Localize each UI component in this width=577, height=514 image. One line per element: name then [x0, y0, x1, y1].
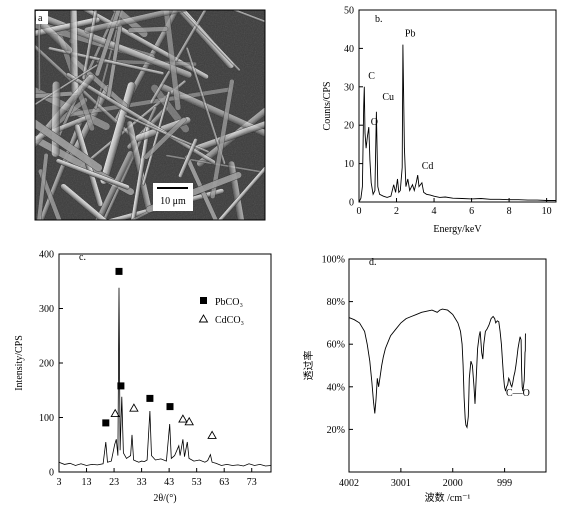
eds-peak-label-pb: Pb: [405, 29, 416, 40]
cdco3-marker: [110, 408, 120, 418]
xrd-y-tick-label: 0: [49, 468, 54, 479]
legend-entry-pbco3: PbCO₃: [215, 297, 243, 308]
panel-label-box: [36, 11, 48, 24]
eds-y-tick-label: 0: [349, 198, 354, 209]
cdco3-marker: [207, 430, 217, 439]
xrd-x-tick-label: 3: [57, 477, 62, 488]
eds-x-axis-label: Energy/keV: [433, 224, 482, 235]
xrd-x-tick-label: 73: [247, 477, 257, 488]
ftir-spectrum-chart: 4002 3001 2000 999 20% 40% 60% 80% 100% d. C—O 波…: [302, 255, 547, 504]
xrd-y-tick-label: 200: [39, 359, 54, 370]
eds-peak-label-o: O: [371, 117, 378, 128]
pbco3-marker: [146, 394, 154, 402]
ftir-y-tick-label: 20%: [327, 425, 345, 436]
eds-x-tick-label: 8: [507, 206, 512, 217]
xrd-x-tick-label: 23: [109, 477, 119, 488]
eds-peak-label-c: C: [368, 71, 375, 82]
eds-peak-label-cd: Cd: [422, 161, 434, 172]
xrd-x-tick-label: 53: [192, 477, 202, 488]
xrd-x-tick-label: 63: [219, 477, 229, 488]
eds-x-tick-label: 10: [542, 206, 552, 217]
panel-label-d: d.: [369, 257, 377, 268]
cdco3-marker: [178, 414, 188, 423]
panel-label-a: a: [38, 13, 43, 24]
eds-y-axis-label: Counts/CPS: [322, 82, 333, 131]
ftir-x-tick-label: 2000: [443, 478, 463, 489]
legend-entry-cdco3: CdCO₃: [215, 315, 244, 326]
pbco3-marker: [115, 267, 123, 275]
xrd-y-tick-label: 400: [39, 250, 54, 261]
xrd-y-tick-label: 300: [39, 304, 54, 315]
eds-x-tick-label: 2: [394, 206, 399, 217]
xrd-y-tick-label: 100: [39, 413, 54, 424]
eds-x-tick-label: 0: [357, 206, 362, 217]
ftir-y-tick-label: 60%: [327, 340, 345, 351]
pbco3-marker: [166, 403, 174, 411]
ftir-x-axis-label: 波数 /cm⁻¹: [425, 491, 471, 504]
eds-y-tick-label: 40: [344, 44, 354, 55]
scale-bar-label: 10 μm: [160, 196, 186, 207]
eds-spectrum-chart: 0 2 4 6 8 10 0 10 20 30 40 50 C O Cu Pb Cd b. Energy/ke…: [322, 6, 557, 235]
ftir-x-tick-label: 999: [497, 478, 512, 489]
panel-label-b: b.: [375, 14, 383, 25]
legend-square-icon: [200, 297, 207, 304]
eds-plot-frame: [358, 9, 557, 203]
eds-y-tick-label: 20: [344, 121, 354, 132]
ftir-x-tick-label: 3001: [391, 478, 411, 489]
xrd-x-axis-label: 2θ/(°): [153, 493, 176, 504]
cdco3-marker: [184, 416, 194, 426]
ftir-plot-frame: [348, 258, 547, 473]
xrd-plot-frame: [58, 253, 272, 473]
cdco3-marker: [129, 403, 139, 412]
panel-label-c: c.: [79, 252, 86, 263]
eds-peak-label-cu: Cu: [382, 92, 394, 103]
legend-triangle-icon: [198, 314, 209, 323]
ftir-y-tick-label: 80%: [327, 297, 345, 308]
ftir-annotation-c-o: C—O: [506, 388, 530, 399]
xrd-x-tick-label: 13: [82, 477, 92, 488]
eds-y-tick-label: 10: [344, 159, 354, 170]
eds-y-tick-label: 30: [344, 82, 354, 93]
sem-micrograph-panel: a 10 μm: [34, 9, 266, 221]
ftir-spectrum-line: [348, 308, 526, 429]
xrd-pattern-line: [58, 287, 272, 467]
xrd-x-tick-label: 33: [137, 477, 147, 488]
xrd-pattern-chart: 3 13 23 33 43 53 63 73 0 100 200 300 400 PbCO₃ CdCO₃…: [14, 250, 272, 504]
xrd-legend: PbCO₃ CdCO₃: [198, 297, 244, 326]
ftir-y-tick-label: 100%: [322, 255, 345, 266]
eds-x-tick-label: 4: [432, 206, 437, 217]
ftir-x-tick-label: 4002: [339, 478, 359, 489]
xrd-x-tick-label: 43: [164, 477, 174, 488]
eds-x-tick-label: 6: [469, 206, 474, 217]
xrd-y-axis-label: Intensity/CPS: [14, 335, 25, 391]
eds-spectrum-line: [358, 44, 556, 203]
ftir-y-axis-label: 透过率: [302, 351, 315, 381]
pbco3-marker: [117, 382, 125, 390]
ftir-y-tick-label: 40%: [327, 382, 345, 393]
pbco3-marker: [102, 419, 110, 427]
eds-y-tick-label: 50: [344, 6, 354, 17]
